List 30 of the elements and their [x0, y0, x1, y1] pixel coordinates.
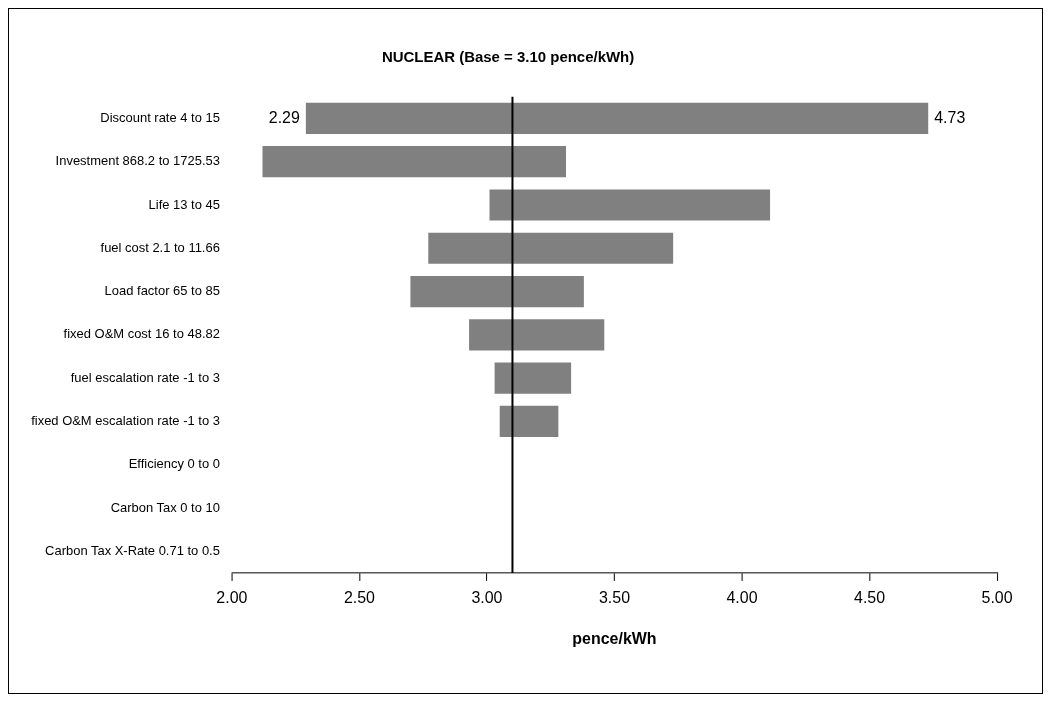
y-tick-label: Discount rate 4 to 15 — [100, 109, 220, 125]
bar — [499, 405, 559, 438]
chart-title: NUCLEAR (Base = 3.10 pence/kWh) — [381, 47, 635, 65]
x-tick-label: 3.50 — [598, 588, 631, 606]
x-tick-label: 4.00 — [726, 588, 758, 606]
y-tick-label: fixed O&M escalation rate -1 to 3 — [31, 413, 220, 428]
y-tick-label: Carbon Tax X-Rate 0.71 to 0.5 — [45, 542, 220, 558]
x-tick-label: 3.00 — [471, 588, 503, 606]
x-tick-label: 4.50 — [854, 588, 886, 606]
x-axis-title: pence/kWh — [572, 629, 657, 647]
bar — [305, 102, 929, 134]
y-tick-label: Load factor 65 to 85 — [104, 283, 220, 299]
bar — [428, 232, 674, 264]
annotation: 2.29 — [268, 108, 300, 126]
y-tick-label: Life 13 to 45 — [148, 196, 220, 212]
y-tick-label: Efficiency 0 to 0 — [128, 456, 220, 472]
bar — [262, 146, 567, 178]
x-tick-label: 2.00 — [216, 588, 248, 606]
y-tick-label: fuel cost 2.1 to 11.66 — [100, 239, 220, 255]
bar — [469, 319, 605, 351]
y-tick-label: fixed O&M cost 16 to 48.82 — [63, 326, 220, 342]
annotation: 4.73 — [934, 108, 966, 126]
y-tick-label: Carbon Tax 0 to 10 — [110, 499, 220, 515]
bar — [410, 275, 584, 308]
y-tick-label: fuel escalation rate -1 to 3 — [70, 369, 220, 385]
bar — [489, 189, 771, 221]
y-tick-label: Investment 868.2 to 1725.53 — [55, 153, 220, 169]
bar — [494, 362, 572, 394]
x-tick-label: 2.50 — [343, 588, 376, 606]
x-tick-label: 5.00 — [981, 588, 1013, 606]
